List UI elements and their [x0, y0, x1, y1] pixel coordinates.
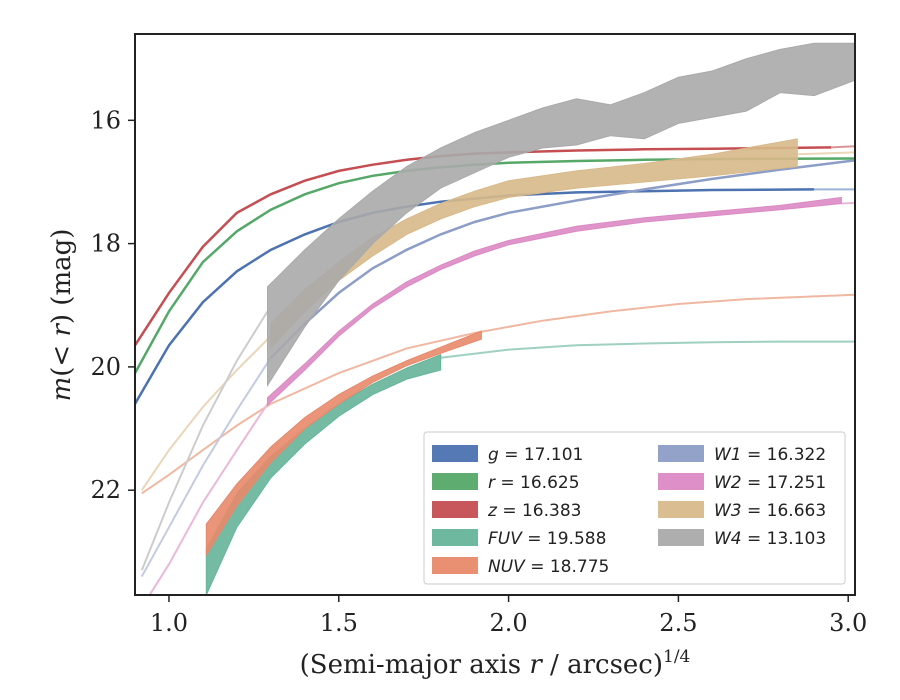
y-tick-label: 22 — [90, 476, 121, 504]
x-tick-label: 2.5 — [659, 609, 697, 637]
model-curve-w4 — [140, 310, 269, 571]
y-tick-label: 20 — [90, 353, 121, 381]
legend-swatch-w1 — [658, 445, 704, 462]
model-curves — [140, 145, 855, 595]
series-band-w4 — [267, 42, 855, 388]
y-axis-label: m(< r) (mag) — [47, 229, 77, 402]
legend-swatch-nuv — [432, 557, 478, 574]
legend-swatch-fuv — [432, 529, 478, 546]
series-band-w3 — [270, 138, 798, 350]
model-curve-fuv — [440, 340, 855, 359]
legend-swatch-w4 — [658, 529, 704, 546]
y-axis-ticks: 16 18 20 22 — [90, 106, 135, 504]
series-band-nuv — [205, 330, 482, 557]
legend-label-w3: W3 = 16.663 — [714, 501, 826, 521]
series-line-z — [135, 146, 832, 346]
x-axis-label: (Semi-major axis r / arcsec)1/4 — [300, 647, 691, 680]
y-tick-label: 18 — [90, 230, 121, 258]
series-line-w1 — [269, 159, 855, 359]
x-tick-label: 3.0 — [829, 609, 867, 637]
legend-label-fuv: FUV = 19.588 — [488, 529, 606, 549]
legend-label-w2: W2 = 17.251 — [714, 473, 826, 493]
legend-frame — [423, 431, 846, 585]
legend-label-g: g = 17.101 — [488, 445, 583, 465]
model-curve-nuv — [141, 293, 855, 495]
series-band-w2 — [267, 196, 842, 407]
legend: g = 17.101 r = 16.625 z = 16.383 FUV = 19.5… — [423, 431, 846, 585]
legend-swatch-z — [432, 501, 478, 518]
legend-swatch-r — [432, 473, 478, 490]
model-curve-w3 — [140, 335, 272, 491]
x-axis-ticks: 1.0 1.5 2.0 2.5 3.0 — [150, 595, 867, 637]
data-series — [135, 42, 855, 595]
plot-frame — [134, 33, 856, 596]
legend-label-nuv: NUV = 18.775 — [488, 557, 609, 577]
legend-swatch-w2 — [658, 473, 704, 490]
model-curve-ztail — [831, 145, 855, 149]
x-tick-label: 1.0 — [150, 609, 188, 637]
model-curve-w1 — [140, 357, 272, 577]
legend-label-z: z = 16.383 — [487, 501, 581, 521]
x-tick-label: 2.0 — [489, 609, 527, 637]
y-tick-label: 16 — [90, 106, 121, 134]
model-curve-w2 — [148, 403, 269, 595]
x-tick-label: 1.5 — [320, 609, 358, 637]
legend-swatch-w3 — [658, 501, 704, 518]
legend-label-r: r = 16.625 — [488, 473, 580, 493]
model-curve-w3tail — [797, 151, 855, 156]
legend-label-w4: W4 = 13.103 — [714, 529, 826, 549]
legend-label-w1: W1 = 16.322 — [714, 445, 826, 465]
legend-swatch-g — [432, 445, 478, 462]
model-curve-w2tail — [841, 201, 855, 205]
